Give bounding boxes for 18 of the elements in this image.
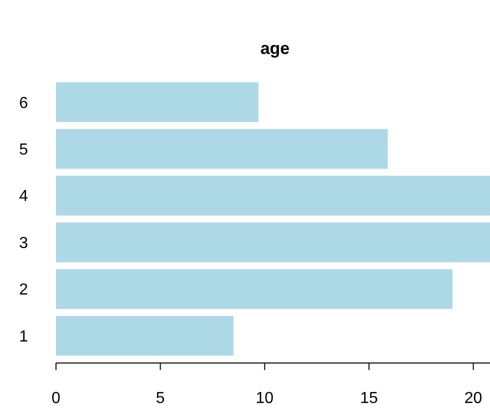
- x-tick-label: 5: [156, 390, 165, 407]
- y-tick-label: 2: [19, 282, 28, 299]
- bar: [56, 316, 234, 356]
- y-tick-label: 4: [19, 188, 28, 206]
- bar: [56, 82, 258, 122]
- x-tick-label: 0: [52, 390, 61, 407]
- bar: [56, 176, 490, 216]
- x-tick-label: 20: [464, 390, 482, 407]
- bar: [56, 129, 388, 169]
- chart-title: age: [260, 39, 290, 58]
- bar: [56, 269, 452, 309]
- bar: [56, 222, 490, 262]
- y-tick-label: 3: [19, 234, 28, 252]
- y-tick-label: 1: [19, 328, 28, 346]
- x-tick-label: 15: [360, 390, 378, 407]
- y-tick-label: 6: [19, 94, 28, 112]
- x-tick-label: 10: [256, 390, 274, 407]
- y-tick-label: 5: [19, 142, 28, 159]
